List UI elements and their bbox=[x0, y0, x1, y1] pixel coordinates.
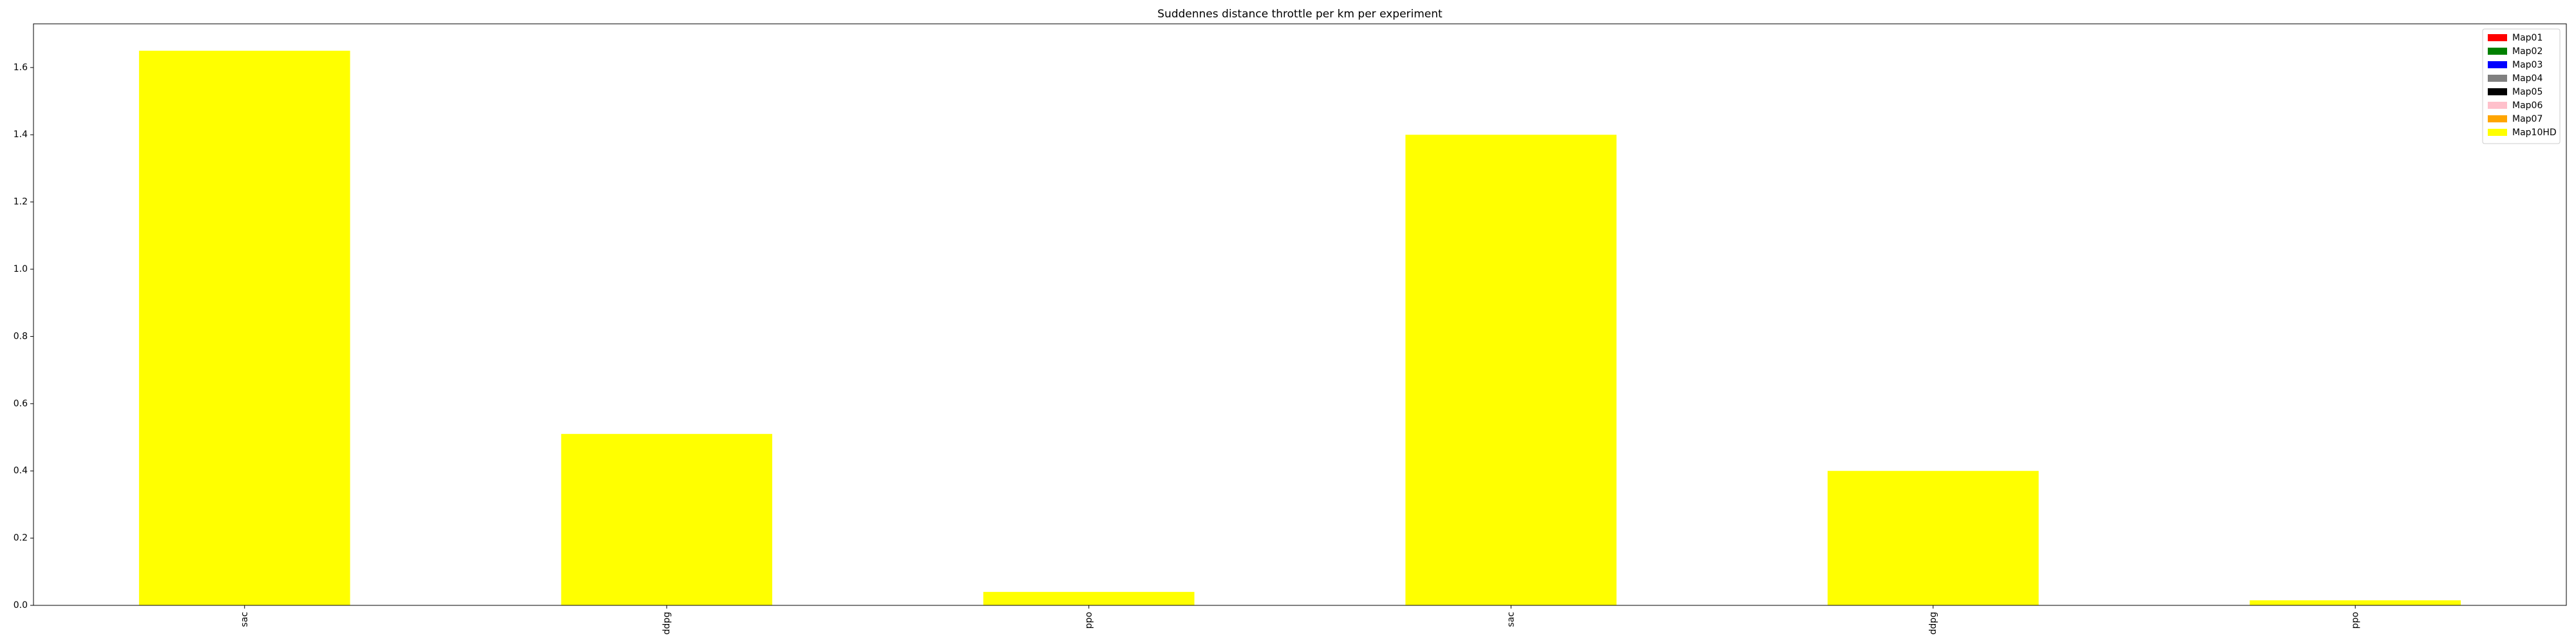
legend-label-map02: Map02 bbox=[2512, 46, 2543, 57]
x-tick-label: sac bbox=[240, 612, 250, 627]
legend: Map01 Map02 Map03 Map04 Map05 Map06 Map07 Map10… bbox=[2482, 28, 2561, 144]
legend-swatch-map05 bbox=[2488, 88, 2507, 95]
legend-swatch-map10hd bbox=[2488, 129, 2507, 136]
legend-label-map04: Map04 bbox=[2512, 73, 2543, 84]
y-tick-label: 1.4 bbox=[14, 129, 28, 140]
bar-map10hd-1 bbox=[561, 433, 773, 605]
legend-label-map05: Map05 bbox=[2512, 87, 2543, 97]
axes-layer: sac ddpg ppo sac ddpg ppo 0.0 0.2 0.4 0.6 0.8 1.0 1.… bbox=[14, 23, 2567, 635]
legend-swatch-map07 bbox=[2488, 115, 2507, 122]
legend-swatch-map04 bbox=[2488, 75, 2507, 82]
x-tick-label: sac bbox=[1506, 612, 1516, 627]
bar-map10hd-2 bbox=[983, 592, 1195, 605]
legend-swatch-map02 bbox=[2488, 48, 2507, 55]
x-tick-label: ddpg bbox=[1928, 612, 1938, 635]
legend-label-map10hd: Map10HD bbox=[2512, 128, 2557, 138]
y-tick-label: 1.0 bbox=[14, 264, 28, 274]
legend-label-map07: Map07 bbox=[2512, 114, 2543, 124]
legend-label-map01: Map01 bbox=[2512, 33, 2543, 43]
y-tick-label: 0.0 bbox=[14, 600, 28, 611]
legend-label-map03: Map03 bbox=[2512, 60, 2543, 70]
y-tick-label: 0.8 bbox=[14, 331, 28, 341]
bars-layer bbox=[138, 50, 2461, 606]
x-tick-label: ppo bbox=[1084, 612, 1094, 629]
x-tick-label: ddpg bbox=[661, 612, 672, 635]
legend-box bbox=[2482, 28, 2561, 144]
legend-swatch-map01 bbox=[2488, 34, 2507, 41]
y-tick-label: 1.6 bbox=[14, 62, 28, 73]
x-tick-label: ppo bbox=[2350, 612, 2360, 629]
legend-swatch-map06 bbox=[2488, 102, 2507, 109]
y-tick-label: 0.2 bbox=[14, 533, 28, 544]
chart-title: Suddennes distance throttle per km per e… bbox=[1157, 8, 1443, 21]
bar-map10hd-4 bbox=[1827, 471, 2039, 605]
legend-label-map06: Map06 bbox=[2512, 100, 2543, 111]
plot-frame bbox=[33, 23, 2567, 606]
bar-map10hd-0 bbox=[138, 50, 350, 606]
bar-map10hd-5 bbox=[2249, 600, 2461, 605]
y-tick-label: 0.6 bbox=[14, 399, 28, 409]
y-tick-label: 1.2 bbox=[14, 197, 28, 207]
y-tick-label: 0.4 bbox=[14, 466, 28, 476]
bar-map10hd-3 bbox=[1405, 135, 1617, 606]
legend-swatch-map03 bbox=[2488, 61, 2507, 68]
